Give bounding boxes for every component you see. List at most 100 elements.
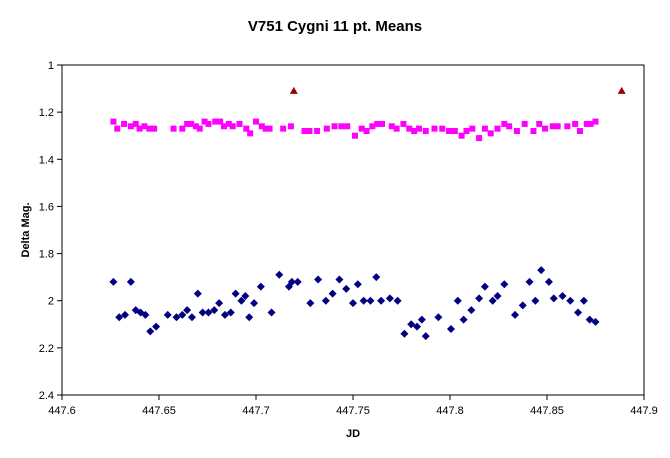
diamond-point <box>518 301 527 310</box>
square-point <box>494 125 501 132</box>
diamond-point <box>488 296 497 305</box>
square-point <box>146 125 153 132</box>
x-tick-label: 447.6 <box>48 405 76 417</box>
x-tick-label: 447.65 <box>142 405 176 417</box>
square-point <box>338 123 345 130</box>
square-point <box>379 120 386 127</box>
square-point <box>127 123 134 130</box>
square-point <box>530 128 537 134</box>
square-point <box>583 120 590 127</box>
square-point <box>411 128 418 134</box>
square-point <box>247 130 254 137</box>
square-point <box>301 128 308 134</box>
square-point <box>388 123 395 130</box>
square-point <box>205 120 212 127</box>
square-point <box>212 118 219 125</box>
diamond-point <box>220 310 229 319</box>
square-point <box>188 120 195 127</box>
diamond-point <box>237 296 246 305</box>
diamond-point <box>126 277 135 286</box>
diamond-point <box>531 296 540 305</box>
diamond-point <box>525 277 534 286</box>
y-tick-label: 2.4 <box>39 390 54 402</box>
square-point <box>542 125 549 132</box>
square-point <box>549 123 556 130</box>
diamond-point <box>293 277 302 286</box>
square-point <box>476 135 483 142</box>
y-tick-label: 1.8 <box>39 249 54 261</box>
square-point <box>253 118 259 125</box>
square-point <box>323 125 330 132</box>
square-point <box>331 123 338 130</box>
square-point <box>132 120 139 127</box>
diamond-point <box>306 299 315 308</box>
square-point <box>374 120 381 127</box>
square-point <box>184 120 191 127</box>
square-point <box>501 120 508 127</box>
square-point <box>262 125 269 132</box>
square-point <box>306 128 313 134</box>
diamond-point <box>566 296 575 305</box>
diamond-point <box>342 284 351 293</box>
square-point <box>236 120 243 127</box>
square-point <box>243 125 250 132</box>
square-point <box>469 125 476 132</box>
diamond-point <box>226 308 235 317</box>
diamond-point <box>417 315 426 324</box>
diamond-point <box>549 294 558 303</box>
diamond-point <box>493 292 502 300</box>
diamond-point <box>467 306 476 315</box>
y-tick-label: 1.2 <box>39 107 54 119</box>
diamond-point <box>574 308 583 317</box>
diamond-point <box>353 280 362 289</box>
y-axis-ticks: 1 1.2 1.4 1.6 1.8 2 2.2 2.4 <box>39 60 62 402</box>
x-tick-label: 447.9 <box>630 405 658 417</box>
square-point <box>192 123 199 130</box>
diamond-point <box>500 280 509 289</box>
diamond-point <box>434 313 443 322</box>
x-axis-label: JD <box>346 428 360 440</box>
diamond-point <box>335 275 344 284</box>
square-point <box>415 125 422 132</box>
triangle-point <box>617 86 626 94</box>
square-point <box>220 123 227 130</box>
diamond-point <box>231 289 240 298</box>
diamond-point <box>349 299 357 308</box>
diamond-point <box>256 282 265 291</box>
x-tick-label: 447.8 <box>436 405 464 417</box>
square-point <box>587 120 594 127</box>
diamond-point <box>377 296 386 305</box>
square-point <box>363 128 370 134</box>
diamond-point <box>152 322 161 331</box>
diamond-point <box>385 294 394 303</box>
y-tick-label: 2 <box>48 296 54 308</box>
square-point <box>229 123 236 130</box>
square-point <box>521 120 528 127</box>
diamond-point <box>480 282 489 291</box>
diamond-point <box>372 273 381 282</box>
square-point <box>266 125 273 132</box>
diamond-point <box>215 299 224 308</box>
diamond-point <box>400 329 409 338</box>
square-point <box>141 123 148 130</box>
diamond-point <box>585 315 594 324</box>
diamond-point <box>544 277 553 286</box>
square-point <box>258 123 265 130</box>
diamond-point <box>163 310 172 319</box>
diamond-point <box>187 313 196 322</box>
square-point <box>554 123 561 130</box>
square-point <box>151 125 158 132</box>
diamond-point <box>321 296 330 305</box>
square-point <box>513 128 520 134</box>
y-axis-label: Delta Mag. <box>20 202 32 257</box>
square-point <box>572 120 579 127</box>
diamond-point <box>453 296 462 305</box>
square-point <box>422 128 429 134</box>
diamond-point <box>510 310 519 319</box>
data-points <box>109 86 626 341</box>
diamond-point <box>393 296 402 305</box>
square-point <box>463 128 470 134</box>
plot-area <box>61 64 645 396</box>
diamond-point <box>537 266 546 275</box>
